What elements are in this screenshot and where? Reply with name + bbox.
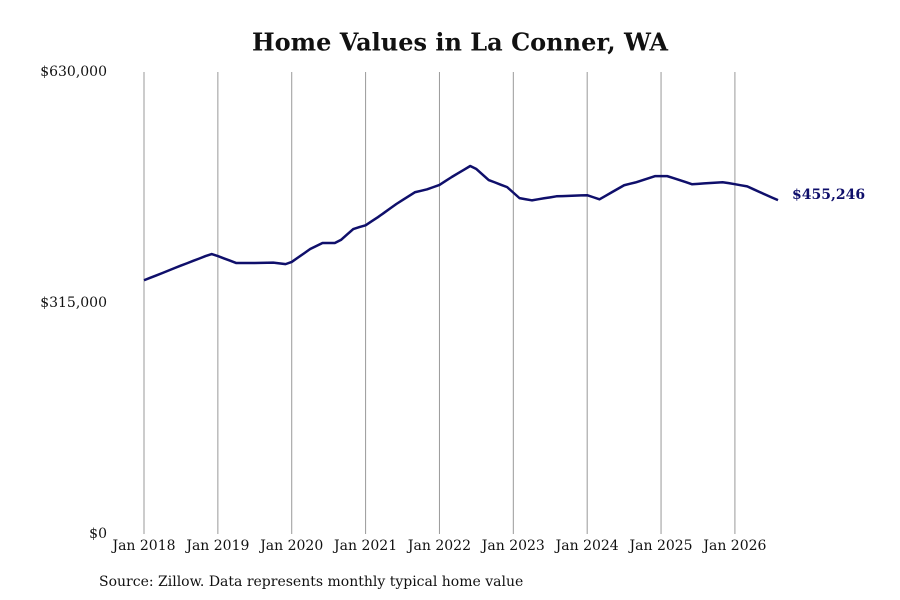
x-tick-label: Jan 2020 (258, 538, 323, 554)
chart-title: Home Values in La Conner, WA (252, 28, 668, 57)
source-note: Source: Zillow. Data represents monthly … (99, 574, 523, 590)
x-tick-label: Jan 2018 (110, 538, 175, 554)
x-tick-label: Jan 2025 (628, 538, 693, 554)
x-tick-label: Jan 2024 (554, 538, 619, 554)
x-tick-label: Jan 2026 (701, 538, 766, 554)
x-tick-label: Jan 2023 (480, 538, 545, 554)
y-tick-label: $630,000 (40, 64, 107, 80)
y-tick-label: $0 (89, 526, 107, 542)
value-label: $455,246 (792, 187, 865, 203)
y-tick-label: $315,000 (40, 295, 107, 311)
line (143, 164, 779, 282)
x-tick-label: Jan 2021 (332, 538, 397, 554)
x-tick-label: Jan 2019 (184, 538, 249, 554)
x-tick-label: Jan 2022 (406, 538, 471, 554)
